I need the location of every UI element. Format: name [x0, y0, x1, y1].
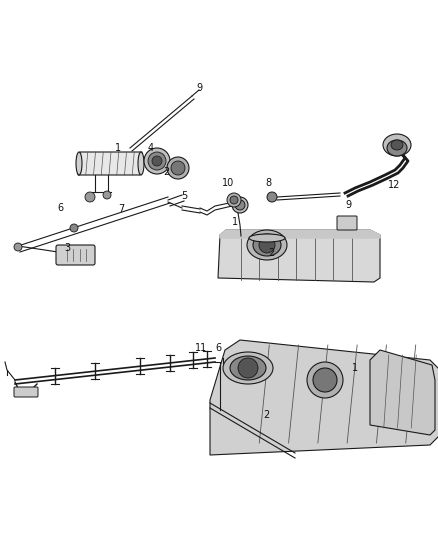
Ellipse shape — [391, 140, 403, 150]
Circle shape — [267, 192, 277, 202]
Ellipse shape — [230, 356, 266, 380]
Polygon shape — [210, 340, 438, 455]
Text: 3: 3 — [64, 243, 70, 253]
Circle shape — [313, 368, 337, 392]
Circle shape — [235, 200, 245, 210]
Polygon shape — [218, 230, 380, 282]
Circle shape — [148, 152, 166, 170]
Text: 2: 2 — [268, 248, 274, 258]
Text: 5: 5 — [181, 191, 187, 201]
Text: 8: 8 — [265, 178, 271, 188]
Text: 2: 2 — [163, 167, 169, 177]
FancyBboxPatch shape — [14, 387, 38, 397]
Circle shape — [152, 156, 162, 166]
FancyBboxPatch shape — [56, 245, 95, 265]
Text: 7: 7 — [118, 204, 124, 214]
Ellipse shape — [138, 152, 144, 175]
Text: 4: 4 — [148, 143, 154, 153]
Text: 11: 11 — [195, 343, 207, 353]
Circle shape — [167, 157, 189, 179]
Ellipse shape — [223, 352, 273, 384]
Circle shape — [238, 358, 258, 378]
Text: 9: 9 — [196, 83, 202, 93]
Circle shape — [230, 196, 238, 204]
Ellipse shape — [247, 230, 287, 260]
Text: 9: 9 — [345, 200, 351, 210]
Text: 12: 12 — [388, 180, 400, 190]
Polygon shape — [78, 152, 142, 175]
Text: 1: 1 — [115, 143, 121, 153]
Text: 1: 1 — [232, 217, 238, 227]
Text: 6: 6 — [57, 203, 63, 213]
Circle shape — [85, 192, 95, 202]
Text: 1: 1 — [352, 363, 358, 373]
Circle shape — [232, 197, 248, 213]
FancyBboxPatch shape — [337, 216, 357, 230]
Polygon shape — [220, 230, 380, 238]
Ellipse shape — [253, 234, 281, 256]
Circle shape — [14, 243, 22, 251]
Ellipse shape — [76, 152, 82, 175]
Circle shape — [144, 148, 170, 174]
Circle shape — [259, 237, 275, 253]
Polygon shape — [370, 350, 435, 435]
Text: 6: 6 — [215, 343, 221, 353]
Circle shape — [70, 224, 78, 232]
Text: 2: 2 — [263, 410, 269, 420]
Circle shape — [103, 191, 111, 199]
Ellipse shape — [249, 234, 285, 242]
Ellipse shape — [387, 140, 407, 156]
Ellipse shape — [383, 134, 411, 156]
Text: 10: 10 — [222, 178, 234, 188]
Circle shape — [227, 193, 241, 207]
Circle shape — [307, 362, 343, 398]
Circle shape — [171, 161, 185, 175]
